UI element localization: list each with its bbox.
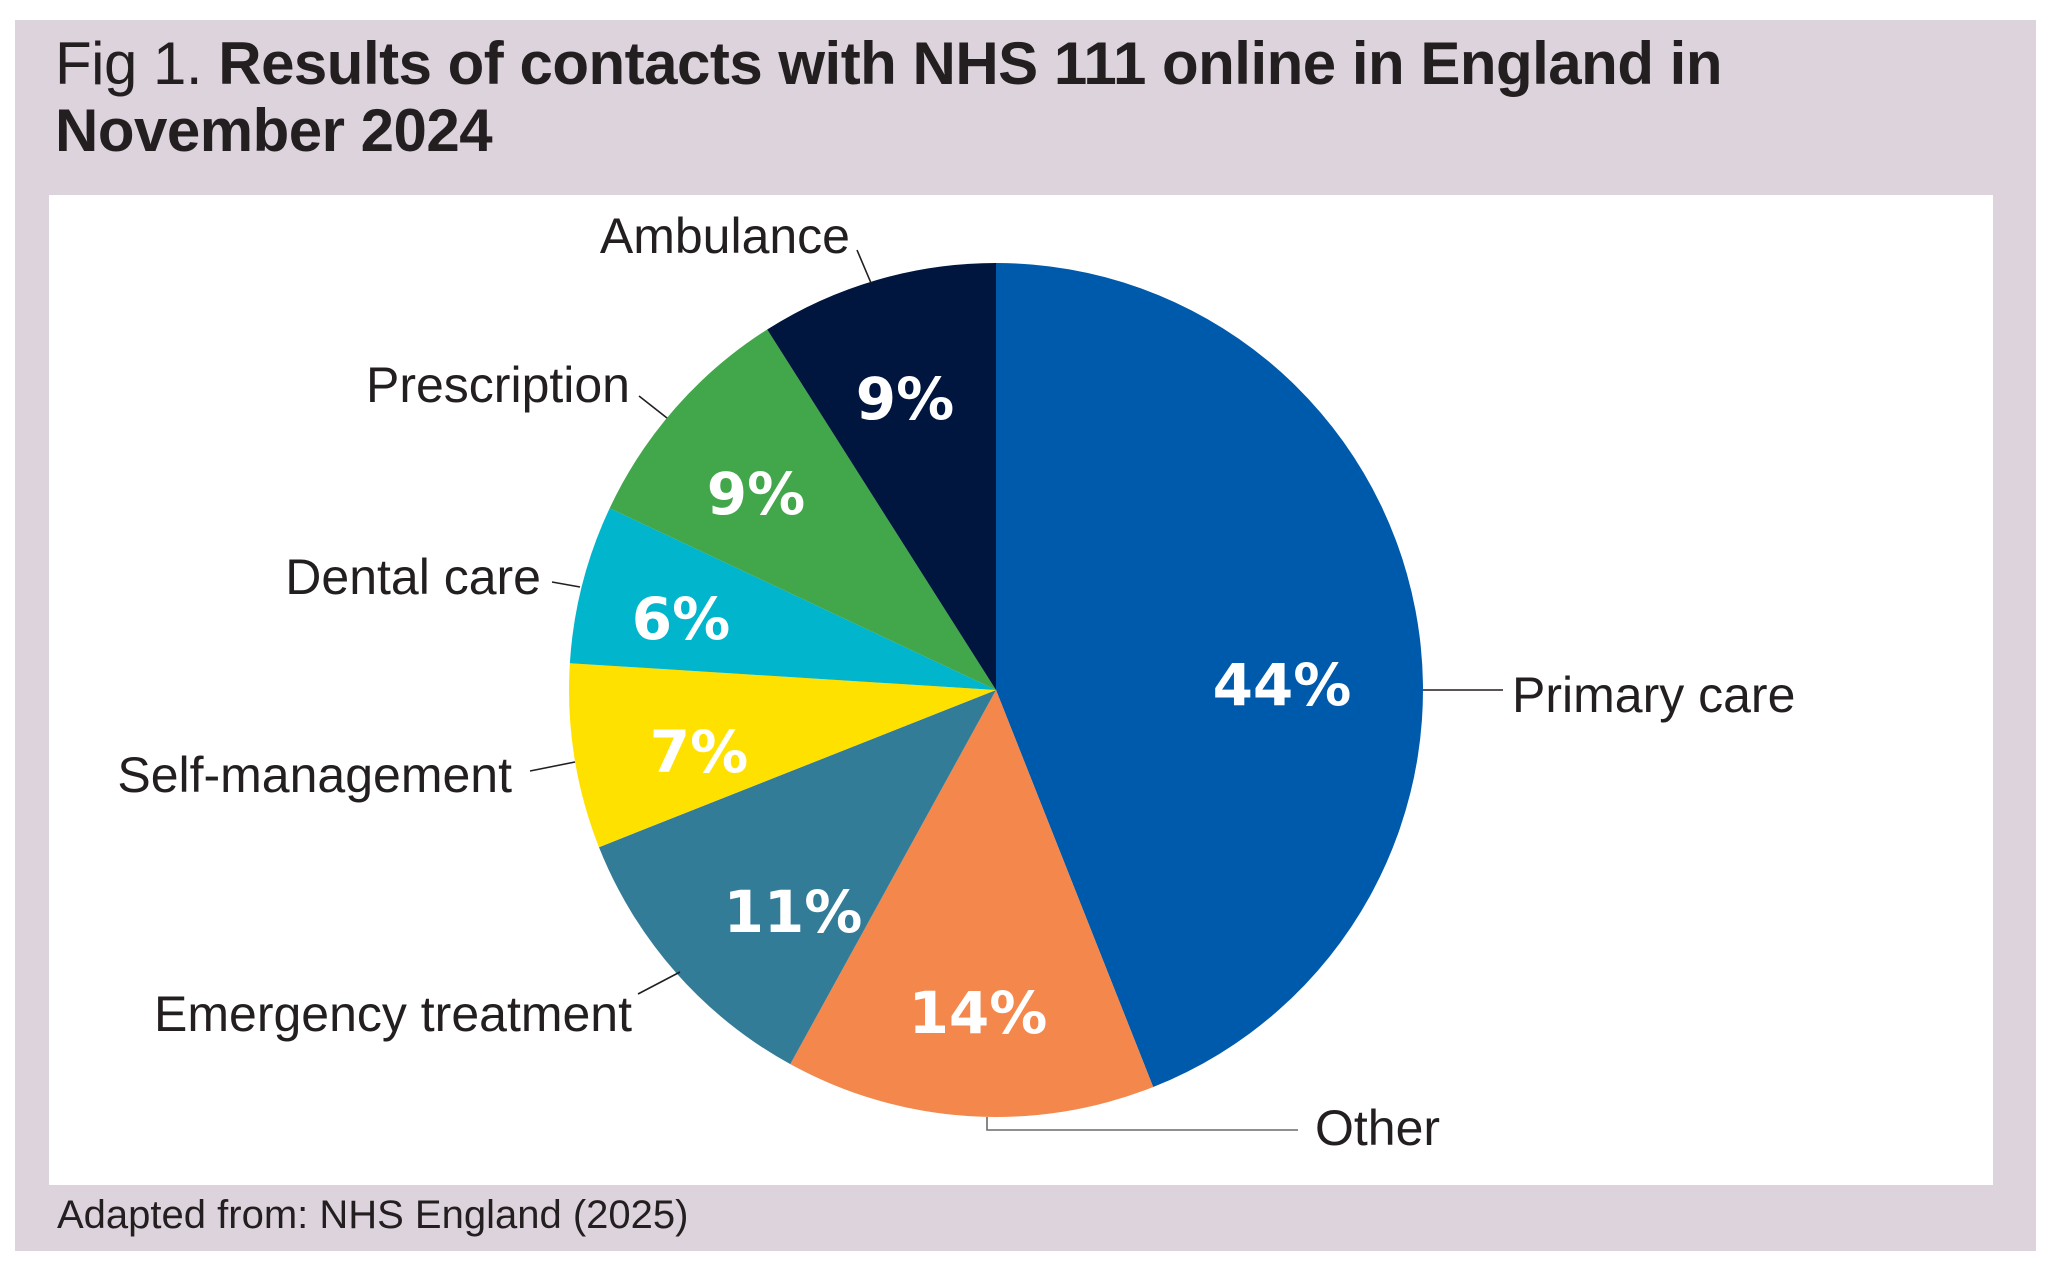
label-prescription: Prescription xyxy=(366,357,630,413)
label-ambulance: Ambulance xyxy=(600,208,850,264)
figure-number: Fig 1. xyxy=(55,30,203,97)
pie-slice-other xyxy=(790,690,1154,1117)
label-primary-care: Primary care xyxy=(1512,667,1795,723)
pie-slice-self-management xyxy=(568,663,996,848)
value-dental-care: 6% xyxy=(632,585,730,653)
pie-slice-prescription xyxy=(609,329,996,690)
label-dental-care: Dental care xyxy=(285,549,541,605)
value-primary-care: 44% xyxy=(1213,651,1352,719)
pie-slice-ambulance xyxy=(767,263,996,690)
pie-slice-dental-care xyxy=(569,508,996,690)
pie-slice-primary-care xyxy=(996,263,1423,1088)
figure-title: Fig 1. Results of contacts with NHS 111 … xyxy=(55,30,1955,164)
pie-slices xyxy=(568,263,1423,1117)
label-other: Other xyxy=(1315,1100,1440,1156)
pie-slice-emergency-treatment xyxy=(598,690,996,1065)
label-emergency-treatment: Emergency treatment xyxy=(154,986,632,1042)
value-ambulance: 9% xyxy=(856,365,954,433)
leader-self-management xyxy=(529,761,576,772)
value-self-management: 7% xyxy=(650,718,748,786)
value-other: 14% xyxy=(909,979,1048,1047)
leader-other xyxy=(986,1117,1298,1131)
leader-ambulance xyxy=(856,249,872,284)
value-emergency-treatment: 11% xyxy=(724,878,863,946)
leader-emergency-treatment xyxy=(637,971,681,995)
source-note: Adapted from: NHS England (2025) xyxy=(57,1193,689,1237)
value-prescription: 9% xyxy=(707,460,805,528)
figure-title-text: Results of contacts with NHS 111 online … xyxy=(55,30,1722,164)
leader-prescription xyxy=(638,395,668,419)
label-self-management: Self-management xyxy=(117,747,512,803)
leader-dental-care xyxy=(551,581,581,588)
